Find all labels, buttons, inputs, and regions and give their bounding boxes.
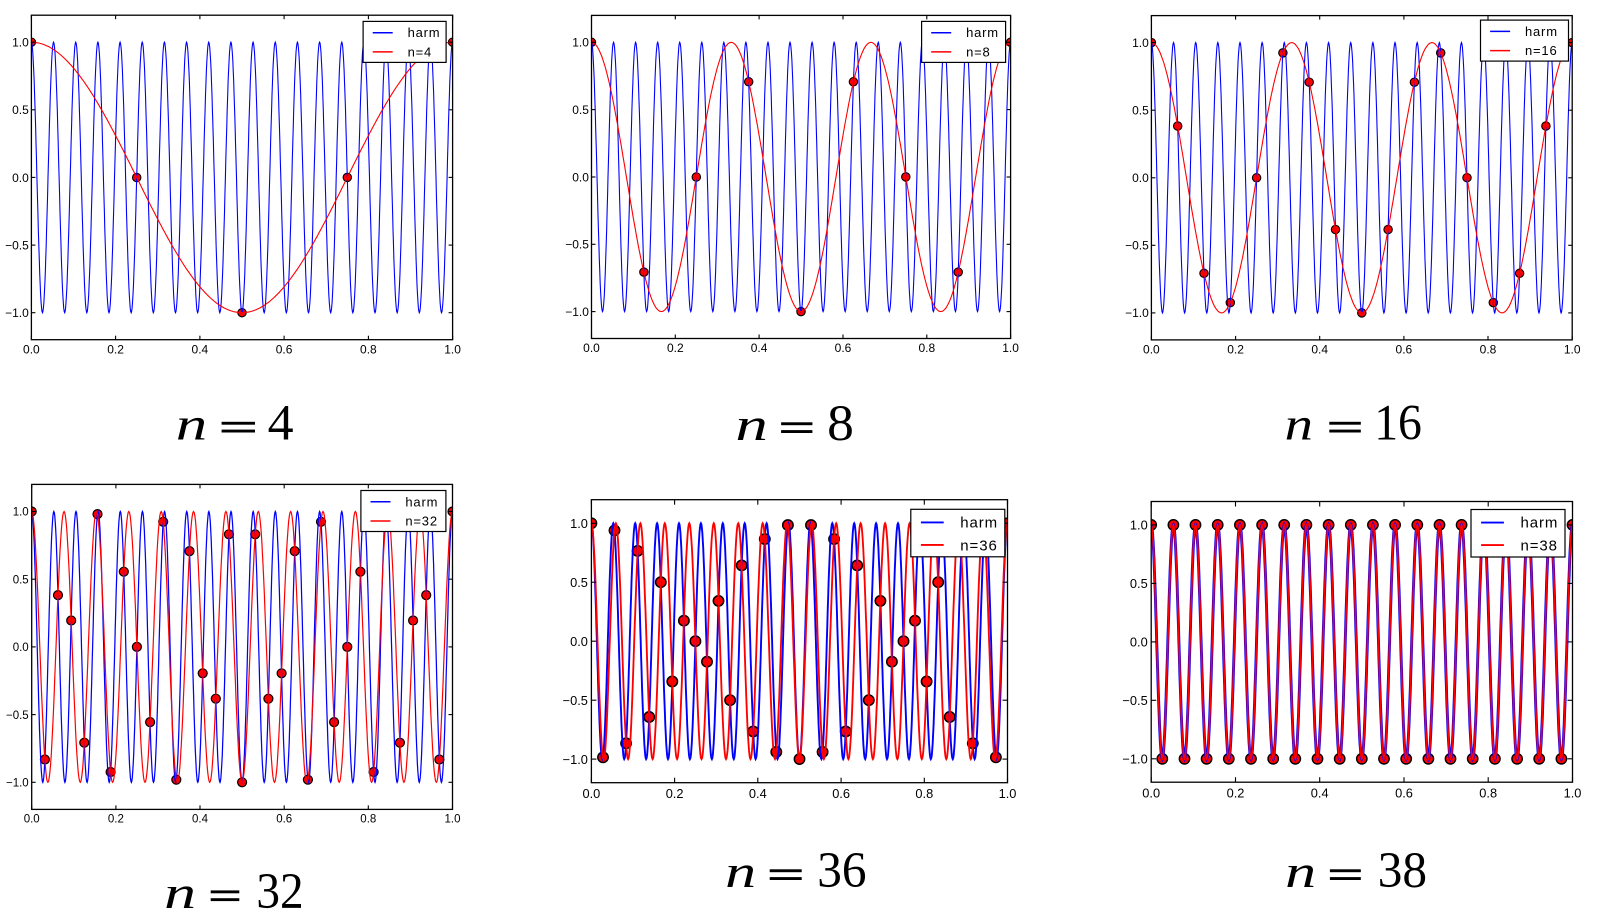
- svg-text:−1.0: −1.0: [1125, 306, 1149, 320]
- svg-text:−1.0: −1.0: [1122, 752, 1147, 767]
- svg-text:harm: harm: [1521, 515, 1559, 532]
- svg-text:16: 16: [1374, 395, 1422, 451]
- svg-text:0.0: 0.0: [572, 170, 589, 184]
- svg-text:−1.0: −1.0: [5, 306, 29, 320]
- svg-text:0.5: 0.5: [12, 103, 29, 117]
- svg-text:n=4: n=4: [408, 44, 432, 59]
- svg-text:harm: harm: [408, 25, 441, 40]
- svg-text:0.2: 0.2: [107, 342, 124, 356]
- svg-text:0.2: 0.2: [1227, 786, 1245, 801]
- svg-text:−1.0: −1.0: [6, 778, 29, 790]
- svg-text:38: 38: [1378, 842, 1427, 898]
- svg-text:1.0: 1.0: [1564, 786, 1582, 801]
- svg-text:1.0: 1.0: [1002, 341, 1019, 355]
- svg-text:0.6: 0.6: [1395, 786, 1413, 801]
- svg-text:0.6: 0.6: [276, 342, 293, 356]
- svg-text:0.2: 0.2: [1227, 343, 1244, 357]
- svg-text:0.0: 0.0: [1142, 786, 1160, 801]
- svg-text:1.0: 1.0: [570, 516, 588, 531]
- svg-text:0.6: 0.6: [276, 814, 292, 826]
- svg-text:n=8: n=8: [966, 44, 990, 59]
- svg-text:0.8: 0.8: [1480, 343, 1497, 357]
- svg-text:36: 36: [817, 842, 866, 898]
- svg-text:harm: harm: [966, 25, 999, 40]
- svg-text:harm: harm: [1525, 24, 1558, 39]
- svg-text:0.2: 0.2: [108, 814, 124, 826]
- svg-text:0.5: 0.5: [570, 575, 588, 590]
- svg-text:0.8: 0.8: [918, 341, 935, 355]
- svg-text:n: n: [725, 847, 756, 897]
- svg-text:0.8: 0.8: [360, 342, 377, 356]
- svg-text:−0.5: −0.5: [1122, 693, 1147, 708]
- svg-text:0.4: 0.4: [1311, 786, 1329, 801]
- svg-text:n=36: n=36: [960, 538, 997, 555]
- svg-text:0.0: 0.0: [570, 634, 588, 649]
- svg-text:n: n: [735, 400, 767, 450]
- svg-text:−1.0: −1.0: [563, 752, 588, 767]
- svg-text:0.0: 0.0: [583, 341, 600, 355]
- svg-text:0.6: 0.6: [835, 341, 852, 355]
- svg-text:0.5: 0.5: [572, 103, 589, 117]
- svg-text:0.0: 0.0: [1143, 343, 1160, 357]
- svg-text:1.0: 1.0: [445, 814, 461, 826]
- svg-text:1.0: 1.0: [1564, 343, 1581, 357]
- svg-text:8: 8: [827, 395, 854, 451]
- svg-text:harm: harm: [405, 494, 438, 509]
- svg-text:0.8: 0.8: [915, 786, 933, 801]
- svg-text:harm: harm: [960, 515, 998, 532]
- svg-text:0.5: 0.5: [13, 574, 29, 586]
- svg-text:1.0: 1.0: [999, 786, 1017, 801]
- svg-text:−0.5: −0.5: [6, 710, 29, 722]
- svg-text:n: n: [176, 400, 207, 450]
- svg-text:n=16: n=16: [1525, 43, 1557, 58]
- svg-text:1.0: 1.0: [572, 36, 589, 50]
- svg-text:0.8: 0.8: [1479, 786, 1497, 801]
- svg-text:0.0: 0.0: [24, 814, 40, 826]
- svg-text:0.0: 0.0: [12, 171, 29, 185]
- svg-text:32: 32: [256, 863, 303, 919]
- svg-text:1.0: 1.0: [1132, 36, 1149, 50]
- svg-text:1.0: 1.0: [13, 507, 29, 519]
- svg-text:0.5: 0.5: [1130, 576, 1148, 591]
- svg-text:n=38: n=38: [1521, 538, 1558, 555]
- svg-text:n: n: [1285, 400, 1313, 450]
- svg-text:−0.5: −0.5: [5, 238, 29, 252]
- svg-text:1.0: 1.0: [12, 36, 29, 50]
- svg-text:0.2: 0.2: [667, 341, 684, 355]
- svg-text:0.0: 0.0: [583, 786, 601, 801]
- svg-text:0.4: 0.4: [751, 341, 768, 355]
- svg-text:1.0: 1.0: [1130, 518, 1148, 533]
- svg-text:n: n: [1285, 847, 1316, 897]
- svg-text:0.4: 0.4: [1311, 343, 1328, 357]
- svg-text:0.5: 0.5: [1132, 104, 1149, 118]
- svg-text:0.6: 0.6: [1396, 343, 1413, 357]
- svg-text:n=32: n=32: [405, 514, 437, 529]
- svg-text:0.4: 0.4: [192, 342, 209, 356]
- svg-text:0.2: 0.2: [666, 786, 684, 801]
- svg-text:0.4: 0.4: [192, 814, 209, 826]
- svg-text:4: 4: [268, 395, 294, 451]
- svg-text:0.0: 0.0: [1130, 635, 1148, 650]
- svg-text:−1.0: −1.0: [565, 305, 589, 319]
- svg-text:−0.5: −0.5: [565, 238, 589, 252]
- svg-text:0.0: 0.0: [13, 642, 29, 654]
- svg-text:0.0: 0.0: [23, 342, 40, 356]
- svg-text:−0.5: −0.5: [1125, 239, 1149, 253]
- svg-text:0.0: 0.0: [1132, 171, 1149, 185]
- svg-text:0.4: 0.4: [749, 786, 767, 801]
- svg-text:1.0: 1.0: [444, 342, 461, 356]
- svg-text:−0.5: −0.5: [563, 693, 588, 708]
- svg-text:0.6: 0.6: [832, 786, 850, 801]
- svg-text:0.8: 0.8: [360, 814, 376, 826]
- svg-text:n: n: [164, 868, 196, 918]
